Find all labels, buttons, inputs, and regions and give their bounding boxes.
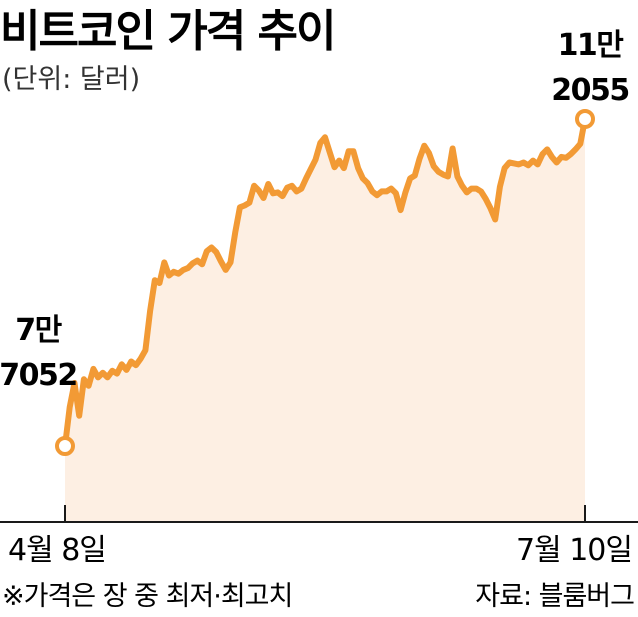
price-area xyxy=(65,119,585,522)
start-value-label-line1: 7만 xyxy=(15,313,62,348)
start-value-label-line2: 7052 xyxy=(0,358,77,393)
start-point-marker xyxy=(55,436,75,456)
end-point-marker xyxy=(575,109,595,129)
price-line xyxy=(62,116,588,449)
source-label: 자료: 블룸버그 xyxy=(475,581,634,612)
footnote: ※가격은 장 중 최저·최고치 xyxy=(2,581,292,612)
end-value-label-line2: 2055 xyxy=(551,73,629,108)
x-tick-label-start: 4월 8일 xyxy=(8,533,106,568)
end-value-label-line1: 11만 xyxy=(558,28,625,63)
chart-title: 비트코인 가격 추이 xyxy=(0,6,334,57)
unit-label: (단위: 달러) xyxy=(2,64,140,95)
x-tick-label-end: 7월 10일 xyxy=(516,533,632,568)
